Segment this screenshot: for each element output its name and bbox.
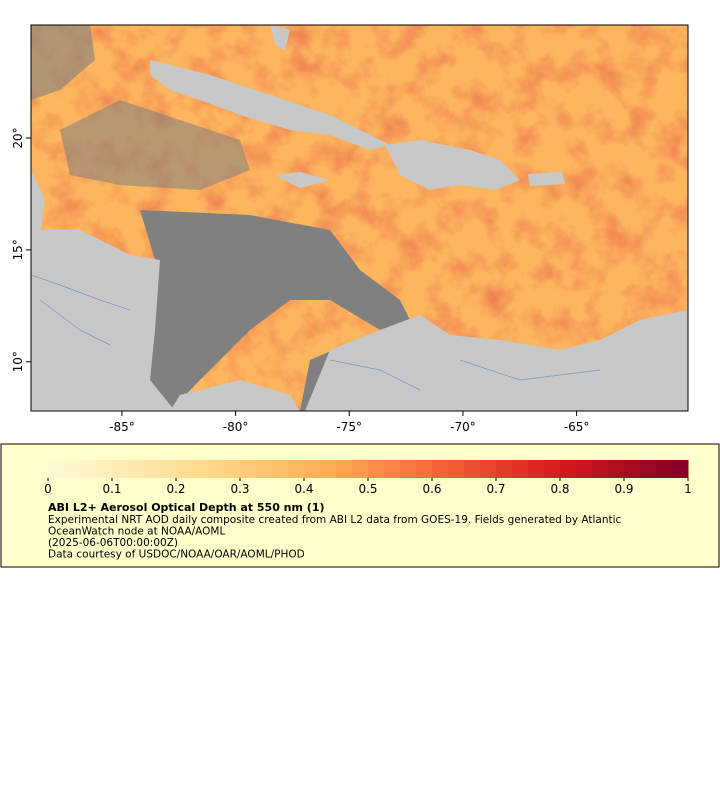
colorbar-step	[112, 460, 129, 478]
legend-line: (2025-06-06T00:00:00Z)	[48, 537, 178, 549]
colorbar-step	[512, 460, 529, 478]
colorbar-step	[432, 460, 449, 478]
borders	[31, 274, 601, 391]
colorbar-step	[448, 460, 465, 478]
no-data	[31, 25, 95, 100]
colorbar-step	[368, 460, 385, 478]
colorbar-step	[208, 460, 225, 478]
colorbar-step	[640, 460, 657, 478]
colorbar-step	[128, 460, 145, 478]
land	[275, 172, 330, 188]
map-frame	[30, 24, 689, 412]
colorbar-tick-label: 0.8	[550, 482, 569, 496]
colorbar-step	[272, 460, 289, 478]
colorbar-tick-label: 0.9	[614, 482, 633, 496]
land	[150, 60, 390, 150]
land	[528, 172, 565, 186]
x-tick-label: -65°	[564, 420, 590, 434]
colorbar-step	[320, 460, 337, 478]
colorbar-step	[480, 460, 497, 478]
colorbar-tick-label: 0.7	[486, 482, 505, 496]
colorbar-step	[80, 460, 97, 478]
colorbar-step	[384, 460, 401, 478]
colorbar-tick-label: 0.3	[230, 482, 249, 496]
colorbar-step	[528, 460, 545, 478]
x-tick-label: -85°	[109, 420, 135, 434]
x-tick-label: -80°	[223, 420, 249, 434]
colorbar-tick-label: 0.5	[358, 482, 377, 496]
colorbar-step	[336, 460, 353, 478]
colorbar-step	[464, 460, 481, 478]
colorbar-step	[592, 460, 609, 478]
no-data	[60, 100, 250, 190]
colorbar-step	[624, 460, 641, 478]
colorbar-step	[240, 460, 257, 478]
colorbar-step	[656, 460, 673, 478]
x-tick-label: -75°	[336, 420, 362, 434]
colorbar-step	[256, 460, 273, 478]
colorbar-step	[64, 460, 81, 478]
colorbar-step	[544, 460, 561, 478]
y-tick-label: 15°	[11, 239, 25, 260]
colorbar-step	[304, 460, 321, 478]
colorbar-step	[400, 460, 417, 478]
land	[31, 230, 175, 411]
land	[31, 170, 45, 250]
colorbar-step	[608, 460, 625, 478]
colorbar-step	[96, 460, 113, 478]
colorbar-step	[352, 460, 369, 478]
land	[170, 380, 300, 411]
colorbar-step	[144, 460, 161, 478]
colorbar-step	[160, 460, 177, 478]
colorbar-step	[416, 460, 433, 478]
colorbar-tick-label: 0.6	[422, 482, 441, 496]
colorbar-step	[672, 460, 689, 478]
colorbar-step	[576, 460, 593, 478]
map-area	[31, 25, 688, 411]
land	[385, 140, 520, 190]
colorbar-step	[48, 460, 65, 478]
land	[270, 25, 290, 50]
colorbar-step	[176, 460, 193, 478]
colorbar-tick-label: 0.2	[166, 482, 185, 496]
colorbar-tick-label: 0.4	[294, 482, 313, 496]
legend-title: ABI L2+ Aerosol Optical Depth at 550 nm …	[48, 501, 325, 514]
x-tick-label: -70°	[450, 420, 476, 434]
colorbar-tick-label: 0.1	[102, 482, 121, 496]
y-tick-label: 20°	[11, 127, 25, 148]
legend-text: Experimental NRT AOD daily composite cre…	[48, 514, 622, 561]
legend-line: Experimental NRT AOD daily composite cre…	[48, 514, 622, 526]
colorbar-step	[288, 460, 305, 478]
colorbar-step	[192, 460, 209, 478]
colorbar-tick-label: 1	[684, 482, 692, 496]
y-tick-label: 10°	[11, 351, 25, 372]
land	[305, 310, 688, 411]
no-data	[140, 210, 420, 411]
colorbar-step	[496, 460, 513, 478]
colorbar-tick-label: 0	[44, 482, 52, 496]
colorbar-step	[560, 460, 577, 478]
legend-line: Data courtesy of USDOC/NOAA/OAR/AOML/PHO…	[48, 549, 305, 561]
legend-line: OceanWatch node at NOAA/AOML	[48, 526, 225, 538]
colorbar-step	[224, 460, 241, 478]
